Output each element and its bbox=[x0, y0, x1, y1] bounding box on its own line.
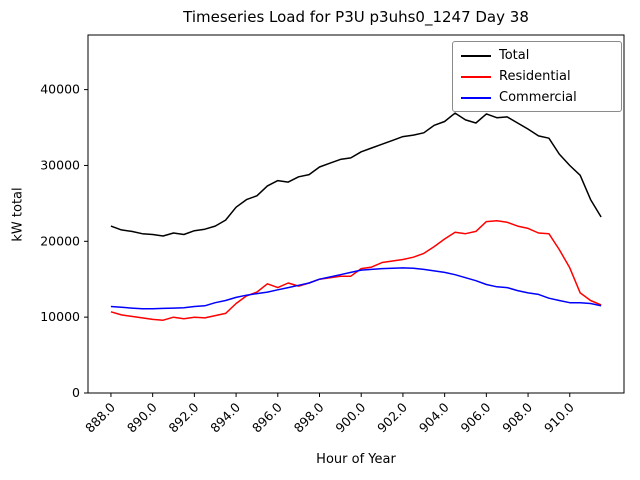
legend: Total Residential Commercial bbox=[452, 41, 622, 112]
legend-entry-total: Total bbox=[461, 48, 611, 63]
legend-entry-commercial: Commercial bbox=[461, 90, 611, 105]
x-tick-label: 908.0 bbox=[499, 399, 535, 435]
legend-line-sample-commercial bbox=[461, 96, 491, 99]
y-tick-label: 10000 bbox=[40, 309, 80, 324]
y-tick-label: 0 bbox=[72, 385, 80, 400]
plot-border bbox=[87, 34, 625, 394]
series-line-residential bbox=[110, 220, 602, 321]
y-tick-label: 40000 bbox=[40, 82, 80, 97]
series-line-total bbox=[110, 112, 602, 237]
legend-label-residential: Residential bbox=[499, 69, 571, 84]
x-tick-label: 900.0 bbox=[332, 399, 368, 435]
y-axis-label: kW total bbox=[10, 187, 26, 242]
x-tick-label: 910.0 bbox=[541, 399, 577, 435]
x-tick-label: 906.0 bbox=[458, 399, 494, 435]
x-tick-label: 904.0 bbox=[416, 399, 452, 435]
x-tick-label: 898.0 bbox=[291, 399, 327, 435]
x-tick-label: 888.0 bbox=[82, 399, 118, 435]
legend-line-sample-residential bbox=[461, 75, 491, 78]
x-tick-label: 890.0 bbox=[124, 399, 160, 435]
legend-line-sample-total bbox=[461, 54, 491, 57]
legend-label-commercial: Commercial bbox=[499, 90, 577, 105]
x-tick-label: 896.0 bbox=[249, 399, 285, 435]
y-tick-label: 30000 bbox=[40, 157, 80, 172]
legend-label-total: Total bbox=[499, 48, 530, 63]
x-tick-label: 894.0 bbox=[207, 399, 243, 435]
x-tick-label: 902.0 bbox=[374, 399, 410, 435]
series-line-commercial bbox=[110, 267, 602, 310]
x-tick-label: 892.0 bbox=[166, 399, 202, 435]
x-axis-label: Hour of Year bbox=[316, 452, 396, 467]
y-tick-label: 20000 bbox=[40, 233, 80, 248]
legend-entry-residential: Residential bbox=[461, 69, 611, 84]
chart-title: Timeseries Load for P3U p3uhs0_1247 Day … bbox=[183, 8, 529, 26]
